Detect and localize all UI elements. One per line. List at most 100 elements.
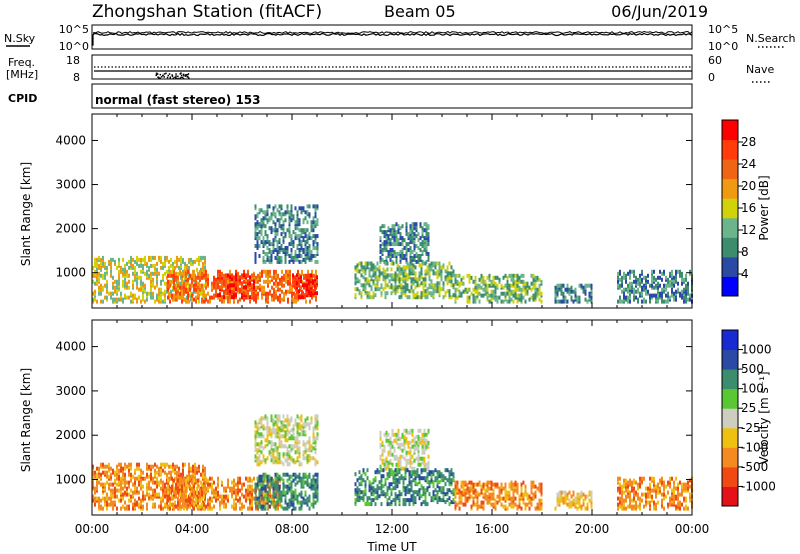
echo-cell [464, 287, 467, 292]
echo-cell [306, 474, 309, 479]
echo-cell [196, 257, 198, 262]
echo-cell [434, 488, 437, 493]
echo-cell [213, 293, 215, 298]
echo-cell [490, 279, 493, 284]
echo-cell [285, 273, 287, 278]
echo-cell [534, 283, 537, 288]
echo-cell [264, 224, 267, 229]
echo-cell [420, 484, 423, 489]
echo-cell [269, 482, 271, 487]
echo-cell [181, 496, 183, 501]
echo-cell [302, 482, 305, 487]
echo-cell [118, 269, 120, 274]
echo-cell [257, 291, 259, 296]
echo-cell [356, 267, 359, 272]
echo-cell [434, 271, 437, 276]
echo-cell [282, 434, 285, 439]
echo-cell [278, 414, 281, 419]
echo-cell [417, 232, 420, 237]
echo-cell [364, 267, 367, 272]
echo-cell [490, 297, 493, 302]
echo-cell [643, 283, 645, 288]
echo-cell [197, 271, 199, 276]
echo-cell [673, 279, 675, 284]
y-tick-label: 1000 [55, 266, 86, 280]
echo-cell [180, 472, 182, 477]
echo-cell [266, 434, 269, 439]
echo-cell [689, 297, 691, 302]
echo-cell [378, 265, 381, 270]
echo-cell [118, 468, 120, 473]
echo-cell [207, 277, 209, 282]
echo-cell [249, 281, 251, 286]
echo-cell [292, 478, 295, 483]
echo-cell [268, 504, 271, 509]
echo-cell [452, 283, 455, 288]
echo-cell [308, 440, 311, 445]
echo-cell [114, 259, 116, 264]
echo-cell [488, 293, 491, 298]
echo-cell [415, 244, 418, 248]
echo-cell [286, 418, 289, 423]
echo-cell [258, 500, 261, 505]
echo-cell [408, 470, 411, 475]
echo-cell [316, 242, 319, 247]
echo-cell [425, 438, 428, 443]
echo-cell [315, 269, 317, 274]
echo-cell [282, 248, 285, 252]
echo-cell [414, 293, 417, 298]
echo-cell [205, 269, 207, 274]
echo-cell [390, 500, 393, 505]
echo-cell [448, 271, 451, 276]
echo-cell [403, 254, 406, 258]
echo-cell [381, 224, 384, 229]
echo-cell [243, 273, 245, 278]
echo-cell [247, 496, 249, 501]
echo-cell [404, 498, 407, 503]
echo-cell [138, 466, 140, 471]
echo-cell [434, 261, 437, 266]
echo-cell [182, 257, 184, 262]
echo-cell [411, 250, 414, 254]
echo-cell [282, 230, 285, 235]
echo-cell [685, 277, 687, 282]
echo-cell [422, 289, 425, 294]
echo-cell [164, 271, 166, 276]
echo-cell [142, 263, 144, 268]
echo-cell [627, 283, 629, 288]
echo-cell [422, 468, 425, 473]
echo-cell [183, 269, 185, 274]
echo-cell [417, 428, 420, 433]
echo-cell [278, 426, 281, 431]
echo-cell [398, 277, 401, 282]
echo-cell [362, 265, 365, 270]
echo-cell [108, 474, 110, 479]
echo-cell [412, 478, 415, 483]
echo-cell [364, 488, 367, 493]
echo-cell [98, 255, 100, 260]
echo-cell [446, 289, 449, 294]
nave-dip-point [171, 75, 174, 77]
echo-cell [92, 279, 94, 284]
echo-cell [229, 275, 231, 280]
echo-cell [407, 458, 410, 463]
echo-cell [283, 273, 285, 278]
echo-cell [312, 220, 315, 225]
echo-cell [438, 285, 441, 290]
echo-cell [641, 269, 643, 274]
echo-cell [272, 228, 275, 233]
echo-cell [304, 430, 307, 435]
echo-cell [171, 293, 173, 298]
echo-cell [158, 504, 160, 509]
echo-cell [538, 277, 541, 282]
echo-cell [198, 464, 200, 469]
echo-cell [274, 446, 277, 451]
echo-cell [142, 476, 144, 481]
echo-cell [421, 444, 424, 449]
echo-cell [304, 446, 307, 451]
echo-cell [530, 287, 533, 292]
echo-cell [411, 240, 414, 245]
echo-cell [265, 269, 267, 274]
echo-cell [402, 476, 405, 481]
echo-cell [386, 261, 389, 266]
